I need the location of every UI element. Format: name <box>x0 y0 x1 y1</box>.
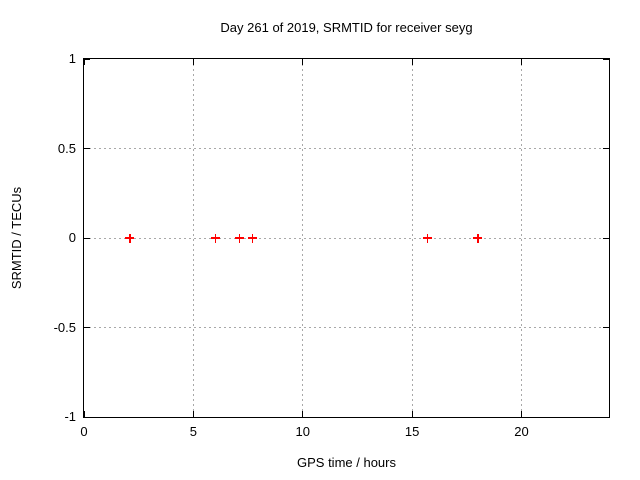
y-tick-mark <box>84 416 90 418</box>
x-tick-mark <box>521 411 522 417</box>
gridline-horizontal <box>84 237 609 239</box>
x-tick-label: 15 <box>404 424 420 439</box>
y-tick-label: 0 <box>68 230 76 245</box>
data-point-marker <box>473 233 483 243</box>
y-tick-mark <box>603 327 609 328</box>
y-tick-mark <box>84 237 90 239</box>
data-point-marker <box>247 233 257 243</box>
y-tick-label: -0.5 <box>53 319 76 335</box>
data-point-marker <box>234 233 244 243</box>
y-tick-mark <box>603 237 609 239</box>
y-tick-mark <box>603 416 609 418</box>
y-tick-mark <box>84 58 90 60</box>
x-tick-mark <box>83 411 85 417</box>
x-axis-label: GPS time / hours <box>297 455 396 470</box>
x-tick-label: 20 <box>514 424 529 439</box>
gridline-horizontal <box>84 148 609 149</box>
y-tick-mark <box>84 327 90 328</box>
gridline-horizontal <box>84 327 609 328</box>
y-tick-label: 0.5 <box>57 140 76 156</box>
data-point-marker <box>125 233 135 243</box>
x-tick-mark <box>302 59 304 65</box>
x-tick-mark <box>521 59 522 65</box>
x-tick-mark <box>192 411 194 417</box>
x-tick-label: 0 <box>80 424 88 439</box>
x-tick-mark <box>83 59 85 65</box>
x-tick-mark <box>411 59 413 65</box>
y-tick-label: 1 <box>68 51 76 66</box>
data-point-marker <box>422 233 432 243</box>
y-tick-mark <box>603 148 609 149</box>
x-tick-label: 10 <box>295 424 310 439</box>
y-tick-label: -1 <box>64 409 76 424</box>
plot-area <box>83 58 610 418</box>
x-tick-mark <box>192 59 194 65</box>
y-tick-mark <box>84 148 90 149</box>
x-tick-label: 5 <box>189 424 197 439</box>
x-tick-mark <box>302 411 304 417</box>
chart-title: Day 261 of 2019, SRMTID for receiver sey… <box>220 20 473 35</box>
x-tick-mark <box>411 411 413 417</box>
y-tick-mark <box>603 58 609 60</box>
data-point-marker <box>210 233 220 243</box>
y-axis-label: SRMTID / TECUs <box>9 186 24 290</box>
